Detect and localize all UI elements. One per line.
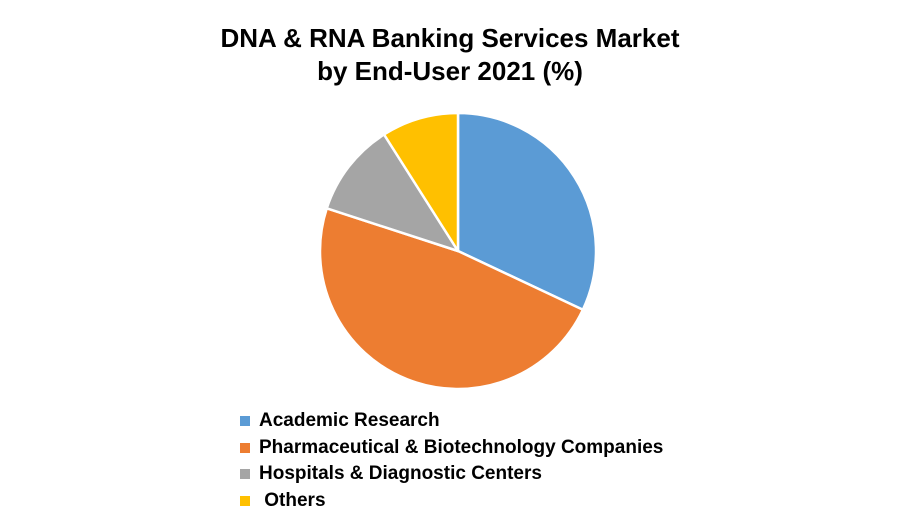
pie-slice-academic-research: [456, 111, 598, 312]
legend-swatch-icon: [240, 416, 250, 427]
chart-title-line-2: by End-User 2021 (%): [317, 56, 583, 86]
pie-slice-hospitals-diagnostic: [325, 133, 460, 253]
legend-item-others: Others: [240, 488, 663, 515]
legend-item-hospitals-diagnostic: Hospitals & Diagnostic Centers: [240, 461, 663, 488]
legend-label: Others: [259, 489, 326, 511]
legend-item-academic-research: Academic Research: [240, 408, 663, 435]
legend-swatch-icon: [240, 442, 250, 453]
legend-swatch-icon: [240, 469, 250, 480]
legend-item-pharma-biotech: Pharmaceutical & Biotechnology Companies: [240, 435, 663, 462]
chart-title-line-1: DNA & RNA Banking Services Market: [220, 23, 680, 53]
pie-slice-pharma-biotech: [318, 207, 585, 391]
legend-swatch-icon: [240, 495, 250, 506]
legend-label: Hospitals & Diagnostic Centers: [259, 463, 542, 485]
chart-title: DNA & RNA Banking Services Market by End…: [0, 22, 900, 88]
chart-legend: Academic Research Pharmaceutical & Biote…: [240, 408, 663, 514]
legend-label: Pharmaceutical & Biotechnology Companies: [259, 436, 664, 458]
pie-slice-others: [382, 111, 460, 253]
legend-label: Academic Research: [259, 410, 440, 432]
